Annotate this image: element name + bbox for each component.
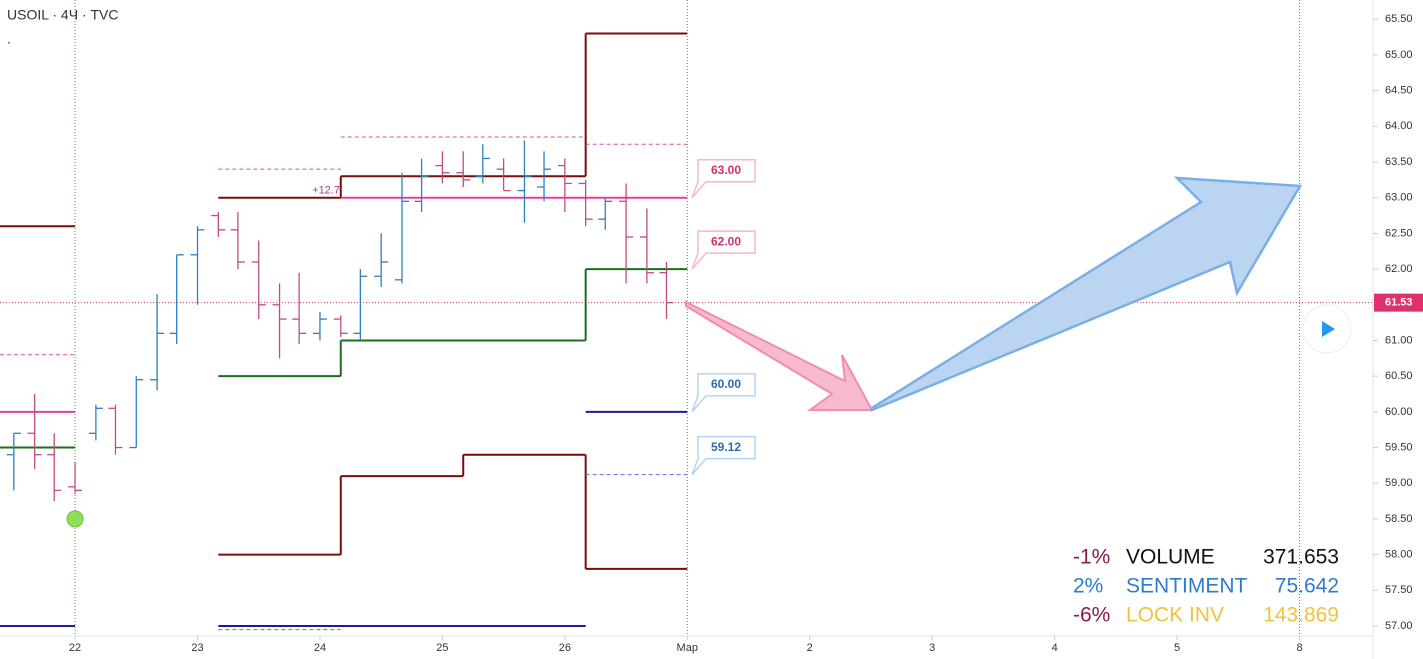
- indicator-name: VOLUME: [1126, 546, 1215, 569]
- y-tick-label: 60.00: [1385, 406, 1413, 418]
- subtitle: .: [7, 31, 11, 47]
- indicator-value: 143.869: [1263, 604, 1339, 627]
- down-arrow: [685, 300, 874, 411]
- x-tick-label: 5: [1174, 642, 1180, 654]
- y-tick-label: 59.50: [1385, 441, 1413, 453]
- x-tick-label: 24: [314, 642, 326, 654]
- y-tick-label: 61.00: [1385, 334, 1413, 346]
- price-label: 60.00: [711, 377, 741, 391]
- last-price-tag: [1374, 293, 1423, 312]
- y-tick-label: 63.50: [1385, 156, 1413, 168]
- x-tick-label: Мар: [677, 642, 699, 654]
- price-label: 63.00: [711, 163, 741, 177]
- y-tick-label: 64.00: [1385, 120, 1413, 132]
- indicator-name: LOCK INV: [1126, 604, 1224, 627]
- x-tick-label: 8: [1296, 642, 1302, 654]
- y-tick-label: 64.50: [1385, 85, 1413, 97]
- x-tick-label: 3: [929, 642, 935, 654]
- indicator-name: SENTIMENT: [1126, 575, 1248, 598]
- chart-title: USOIL · 4Ч · TVC: [7, 7, 119, 23]
- price-label-box: [691, 373, 756, 413]
- y-tick-label: 65.00: [1385, 49, 1413, 61]
- y-tick-label: 65.50: [1385, 13, 1413, 25]
- indicator-value: 371.653: [1263, 546, 1339, 569]
- play-button[interactable]: [1302, 304, 1352, 354]
- y-tick-label: 58.00: [1385, 549, 1413, 561]
- price-label: 62.00: [711, 234, 741, 248]
- indicator-value: 75.642: [1275, 575, 1339, 598]
- annotation: +12.7: [312, 184, 340, 196]
- y-tick-label: 63.00: [1385, 192, 1413, 204]
- indicator-change: -1%: [1073, 546, 1110, 569]
- x-tick-label: 26: [559, 642, 571, 654]
- y-tick-label: 57.00: [1385, 620, 1413, 632]
- y-tick-label: 60.50: [1385, 370, 1413, 382]
- up-arrow: [870, 176, 1303, 412]
- y-tick-label: 62.00: [1385, 263, 1413, 275]
- price-label-box: [691, 230, 756, 270]
- x-tick-label: 4: [1052, 642, 1058, 654]
- indicator-change: -6%: [1073, 604, 1110, 627]
- price-label-box: [691, 435, 756, 476]
- price-label: 59.12: [711, 440, 741, 454]
- indicator-change: 2%: [1073, 575, 1103, 598]
- x-tick-label: 22: [69, 642, 81, 654]
- y-tick-label: 57.50: [1385, 584, 1413, 596]
- y-tick-label: 62.50: [1385, 227, 1413, 239]
- y-tick-label: 59.00: [1385, 477, 1413, 489]
- play-icon[interactable]: [1322, 321, 1335, 337]
- plot: +12.7 63.00 62.00 60.00 59.12: [0, 0, 1373, 636]
- signal-marker: [66, 510, 84, 528]
- x-tick-label: 25: [436, 642, 448, 654]
- x-tick-label: 23: [191, 642, 203, 654]
- price-label-box: [691, 158, 756, 199]
- last-price-label: 61.53: [1385, 297, 1413, 309]
- x-tick-label: 2: [807, 642, 813, 654]
- y-tick-label: 58.50: [1385, 513, 1413, 525]
